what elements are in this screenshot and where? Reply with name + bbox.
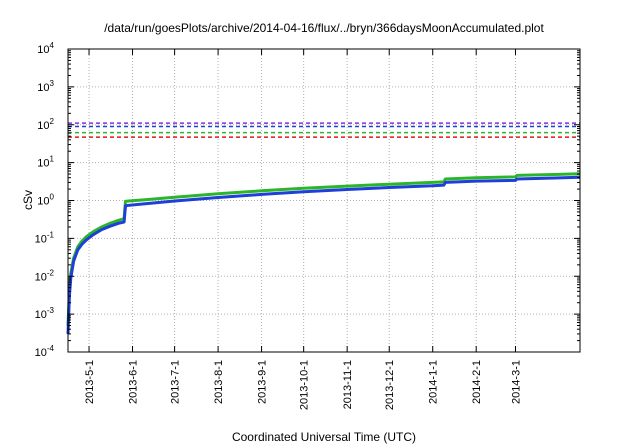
- y-tick-label: 104: [37, 41, 54, 56]
- y-axis-label: cSv: [21, 190, 35, 210]
- x-tick-label: 2013-7-1: [170, 360, 182, 404]
- x-tick-label: 2013-9-1: [257, 360, 269, 404]
- x-tick-label: 2014-3-1: [510, 360, 522, 404]
- x-tick-label: 2013-11-1: [342, 360, 354, 409]
- series-line: [66, 175, 581, 334]
- chart-title: /data/run/goesPlots/archive/2014-04-16/f…: [104, 21, 544, 35]
- grid: [68, 49, 580, 352]
- y-tick-label: 10-2: [35, 268, 55, 283]
- reference-lines: [68, 122, 580, 138]
- series-line: [66, 172, 581, 326]
- x-axis: 2013-5-1 2013-6-1 2013-7-1 2013-8-1 2013-9-1…: [84, 49, 522, 410]
- x-tick-label: 2013-12-1: [384, 360, 396, 410]
- x-tick-label: 2013-8-1: [213, 360, 225, 404]
- y-tick-label: 10-3: [35, 306, 55, 321]
- x-tick-label: 2014-2-1: [471, 360, 483, 404]
- y-tick-label: 10-1: [35, 230, 55, 245]
- y-tick-label: 10-4: [35, 344, 55, 359]
- y-axis: 10-4 10-3 10-2 10-1 100 101 102 103 104: [35, 41, 580, 359]
- y-tick-label: 101: [37, 155, 54, 170]
- x-axis-label: Coordinated Universal Time (UTC): [232, 430, 416, 444]
- y-tick-label: 102: [37, 117, 54, 132]
- x-tick-label: 2014-1-1: [428, 360, 440, 404]
- y-tick-label: 100: [37, 193, 54, 208]
- x-tick-label: 2013-5-1: [84, 360, 96, 404]
- x-tick-label: 2013-10-1: [299, 360, 311, 410]
- series-lines: [66, 172, 581, 334]
- x-tick-label: 2013-6-1: [128, 360, 140, 404]
- y-tick-label: 103: [37, 79, 54, 94]
